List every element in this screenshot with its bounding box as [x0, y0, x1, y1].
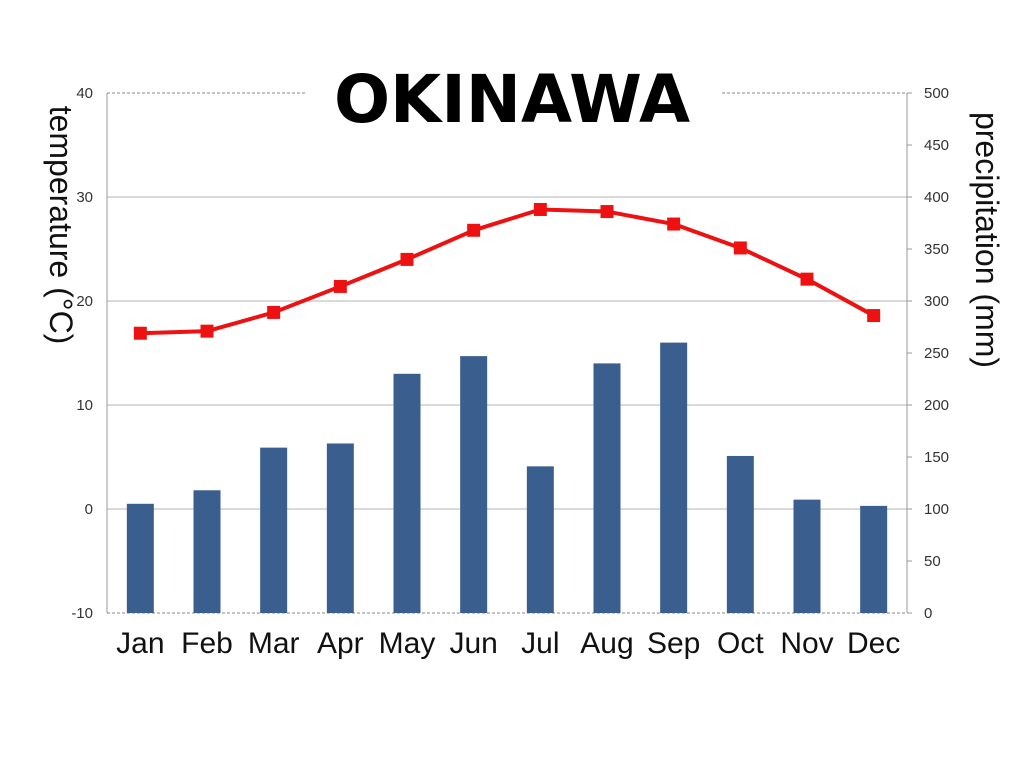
x-tick-label: Mar	[248, 627, 300, 660]
temperature-point	[267, 305, 281, 319]
temperature-point	[733, 241, 747, 255]
y-right-tick-label: 100	[924, 501, 949, 518]
y-left-tick-label: 20	[76, 293, 93, 310]
x-tick-label: Sep	[647, 627, 700, 660]
x-tick-label: May	[379, 627, 436, 660]
y-right-tick-label: 150	[924, 449, 949, 466]
title-background	[305, 58, 720, 136]
precipitation-bar	[526, 466, 554, 613]
y-right-tick-label: 250	[924, 345, 949, 362]
temperature-point	[400, 252, 414, 266]
y-left-tick-label: 0	[85, 501, 93, 518]
bar-layer	[126, 342, 888, 613]
y-left-tick-label: 10	[76, 397, 93, 414]
temperature-line	[140, 207, 875, 336]
temperature-point	[467, 223, 481, 237]
x-tick-label: Oct	[717, 627, 764, 660]
y-left-tick-label: 40	[76, 85, 93, 102]
precipitation-bar	[393, 373, 421, 613]
precipitation-bar	[660, 342, 688, 613]
y-right-tick-label: 300	[924, 293, 949, 310]
temperature-point	[533, 202, 547, 216]
x-tick-label: Dec	[847, 627, 900, 660]
x-tick-label: Jul	[521, 627, 559, 660]
x-tick-label: Apr	[317, 627, 364, 660]
precipitation-bar	[193, 490, 221, 613]
x-tick-label: Aug	[580, 627, 633, 660]
x-tick-label: Jan	[116, 627, 164, 660]
y-left-tick-label: -10	[71, 605, 93, 622]
temperature-point	[200, 324, 214, 338]
y-axis-left-title: temperature (°C)	[43, 106, 79, 345]
temperature-point	[133, 326, 147, 340]
x-tick-label: Feb	[181, 627, 233, 660]
line-layer	[133, 202, 881, 340]
temperature-point	[667, 217, 681, 231]
chart-title: OKINAWA	[334, 61, 690, 138]
precipitation-bar	[793, 499, 821, 613]
x-tick-label: Jun	[449, 627, 497, 660]
precipitation-bar	[860, 505, 888, 613]
x-tick-label: Nov	[780, 627, 833, 660]
y-right-tick-label: 350	[924, 241, 949, 258]
y-right-tick-label: 0	[924, 605, 932, 622]
temperature-point	[867, 309, 881, 323]
grid-layer	[107, 92, 907, 614]
precipitation-bar	[460, 356, 488, 613]
precipitation-bar	[593, 363, 621, 613]
temperature-point	[800, 272, 814, 286]
y-right-tick-label: 500	[924, 85, 949, 102]
y-right-tick-label: 200	[924, 397, 949, 414]
precipitation-bar	[260, 447, 288, 613]
y-axis-right-title: precipitation (mm)	[969, 112, 1005, 368]
y-left-tick-label: 30	[76, 189, 93, 206]
temperature-point	[333, 279, 347, 293]
label-layer: -100102030400501001502002503003504004505…	[71, 85, 949, 660]
axis-layer	[106, 92, 912, 614]
precipitation-bar	[126, 503, 154, 613]
precipitation-bar	[726, 455, 754, 613]
temperature-point	[600, 205, 614, 219]
y-right-tick-label: 400	[924, 189, 949, 206]
precipitation-bar	[326, 443, 354, 613]
y-right-tick-label: 50	[924, 553, 941, 570]
y-right-tick-label: 450	[924, 137, 949, 154]
